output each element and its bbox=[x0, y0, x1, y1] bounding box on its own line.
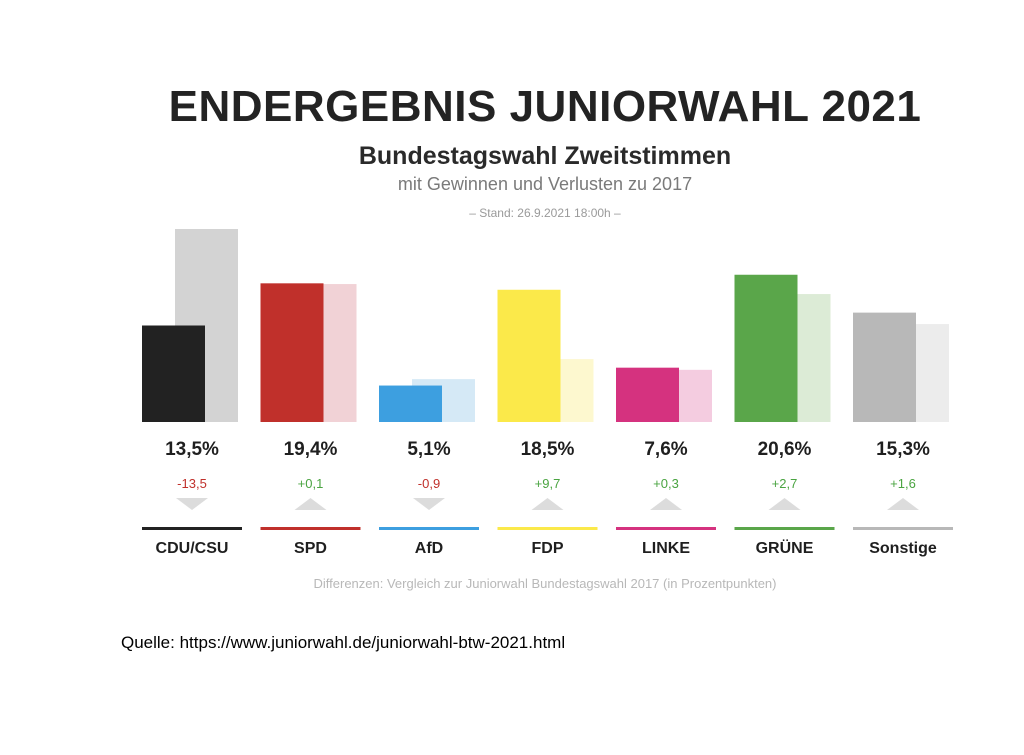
bar-2021-spd bbox=[260, 283, 324, 422]
triangle-up-icon bbox=[650, 498, 682, 510]
party-underline-fdp bbox=[497, 527, 598, 530]
party-underline-linke bbox=[616, 527, 716, 530]
party-underline-sonstige bbox=[853, 527, 953, 530]
party-underline-afd bbox=[379, 527, 479, 530]
diff-label-cdu-csu: -13,5 bbox=[177, 476, 207, 491]
bar-2021-fdp bbox=[497, 289, 561, 422]
value-label-grüne: 20,6% bbox=[758, 439, 812, 460]
value-label-linke: 7,6% bbox=[644, 439, 687, 460]
timestamp-label: – Stand: 26.9.2021 18:00h – bbox=[469, 206, 621, 220]
party-underline-spd bbox=[260, 527, 361, 530]
party-underline-grüne bbox=[734, 527, 835, 530]
bar-2021-grüne bbox=[734, 274, 798, 422]
diff-label-linke: +0,3 bbox=[653, 476, 679, 491]
triangle-up-icon bbox=[531, 498, 564, 510]
bar-2021-afd bbox=[379, 385, 442, 422]
diff-label-grüne: +2,7 bbox=[772, 476, 798, 491]
triangle-up-icon bbox=[887, 498, 919, 510]
bar-2021-linke bbox=[616, 367, 679, 422]
category-label-grüne: GRÜNE bbox=[756, 538, 814, 557]
chart-subtitle: Bundestagswahl Zweitstimmen bbox=[358, 142, 732, 170]
category-label-sonstige: Sonstige bbox=[869, 540, 937, 557]
chart-subtitle-secondary: mit Gewinnen und Verlusten zu 2017 bbox=[397, 174, 693, 194]
value-label-afd: 5,1% bbox=[407, 439, 450, 460]
category-label-cdu-csu: CDU/CSU bbox=[156, 540, 229, 557]
party-underline-cdu-csu bbox=[142, 527, 242, 530]
chart-title: ENDERGEBNIS JUNIORWAHL 2021 bbox=[168, 82, 922, 131]
category-label-spd: SPD bbox=[294, 540, 327, 557]
diff-label-afd: -0,9 bbox=[418, 476, 440, 491]
diff-label-spd: +0,1 bbox=[298, 476, 324, 491]
diff-label-sonstige: +1,6 bbox=[890, 476, 916, 491]
triangle-up-icon bbox=[768, 498, 801, 510]
triangle-up-icon bbox=[294, 498, 327, 510]
value-label-fdp: 18,5% bbox=[521, 439, 575, 460]
footnote: Differenzen: Vergleich zur Juniorwahl Bu… bbox=[313, 576, 777, 591]
category-label-linke: LINKE bbox=[642, 540, 690, 557]
bar-2021-sonstige bbox=[853, 312, 916, 422]
category-label-fdp: FDP bbox=[532, 540, 564, 557]
triangle-down-icon bbox=[176, 498, 208, 510]
bar-2021-cdu-csu bbox=[142, 325, 205, 422]
value-label-cdu-csu: 13,5% bbox=[165, 439, 219, 460]
value-label-sonstige: 15,3% bbox=[876, 439, 930, 460]
value-label-spd: 19,4% bbox=[284, 439, 338, 460]
diff-label-fdp: +9,7 bbox=[535, 476, 561, 491]
triangle-down-icon bbox=[413, 498, 445, 510]
category-label-afd: AfD bbox=[415, 540, 443, 557]
bar-chart: 13,5% -13,5 CDU/CSU 19,4% +0,1 SPD 5,1% -0,9 AfD… bbox=[142, 229, 953, 557]
source-line: Quelle: https://www.juniorwahl.de/junior… bbox=[121, 633, 566, 652]
